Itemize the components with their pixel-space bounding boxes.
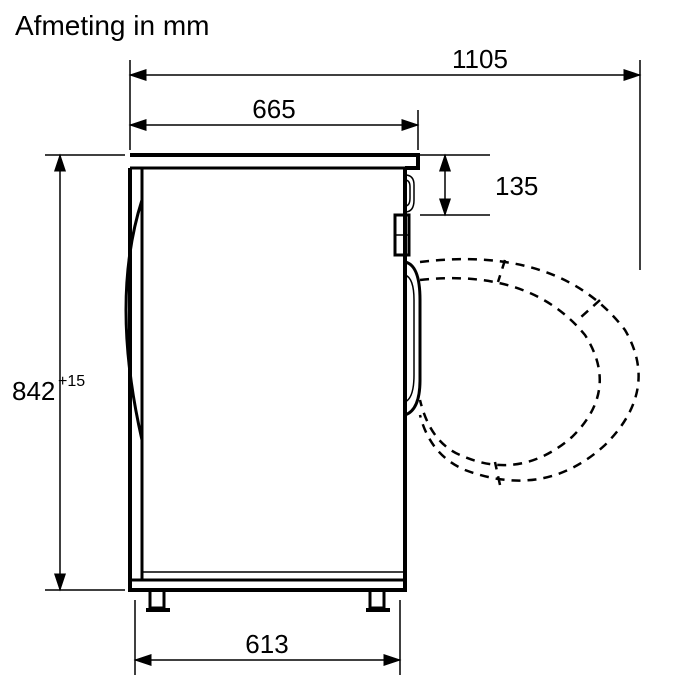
dim-height-tolerance: +15 xyxy=(58,373,85,390)
appliance-outline xyxy=(126,155,420,610)
diagram-title: Afmeting in mm xyxy=(15,10,210,41)
door-swing xyxy=(420,259,639,485)
dim-height: 842 +15 xyxy=(12,155,125,590)
dim-panel-height: 135 xyxy=(420,155,538,215)
dim-overall-width-value: 1105 xyxy=(452,44,508,74)
dimension-drawing: Afmeting in mm 1105 665 135 842 +15 613 xyxy=(0,0,700,700)
dim-height-value: 842 xyxy=(12,376,55,406)
appliance-feet xyxy=(146,590,390,610)
dim-top-depth: 665 xyxy=(130,94,418,150)
dim-panel-height-value: 135 xyxy=(495,171,538,201)
dim-base-width: 613 xyxy=(135,600,400,675)
dim-base-width-value: 613 xyxy=(245,629,288,659)
dim-top-depth-value: 665 xyxy=(252,94,295,124)
